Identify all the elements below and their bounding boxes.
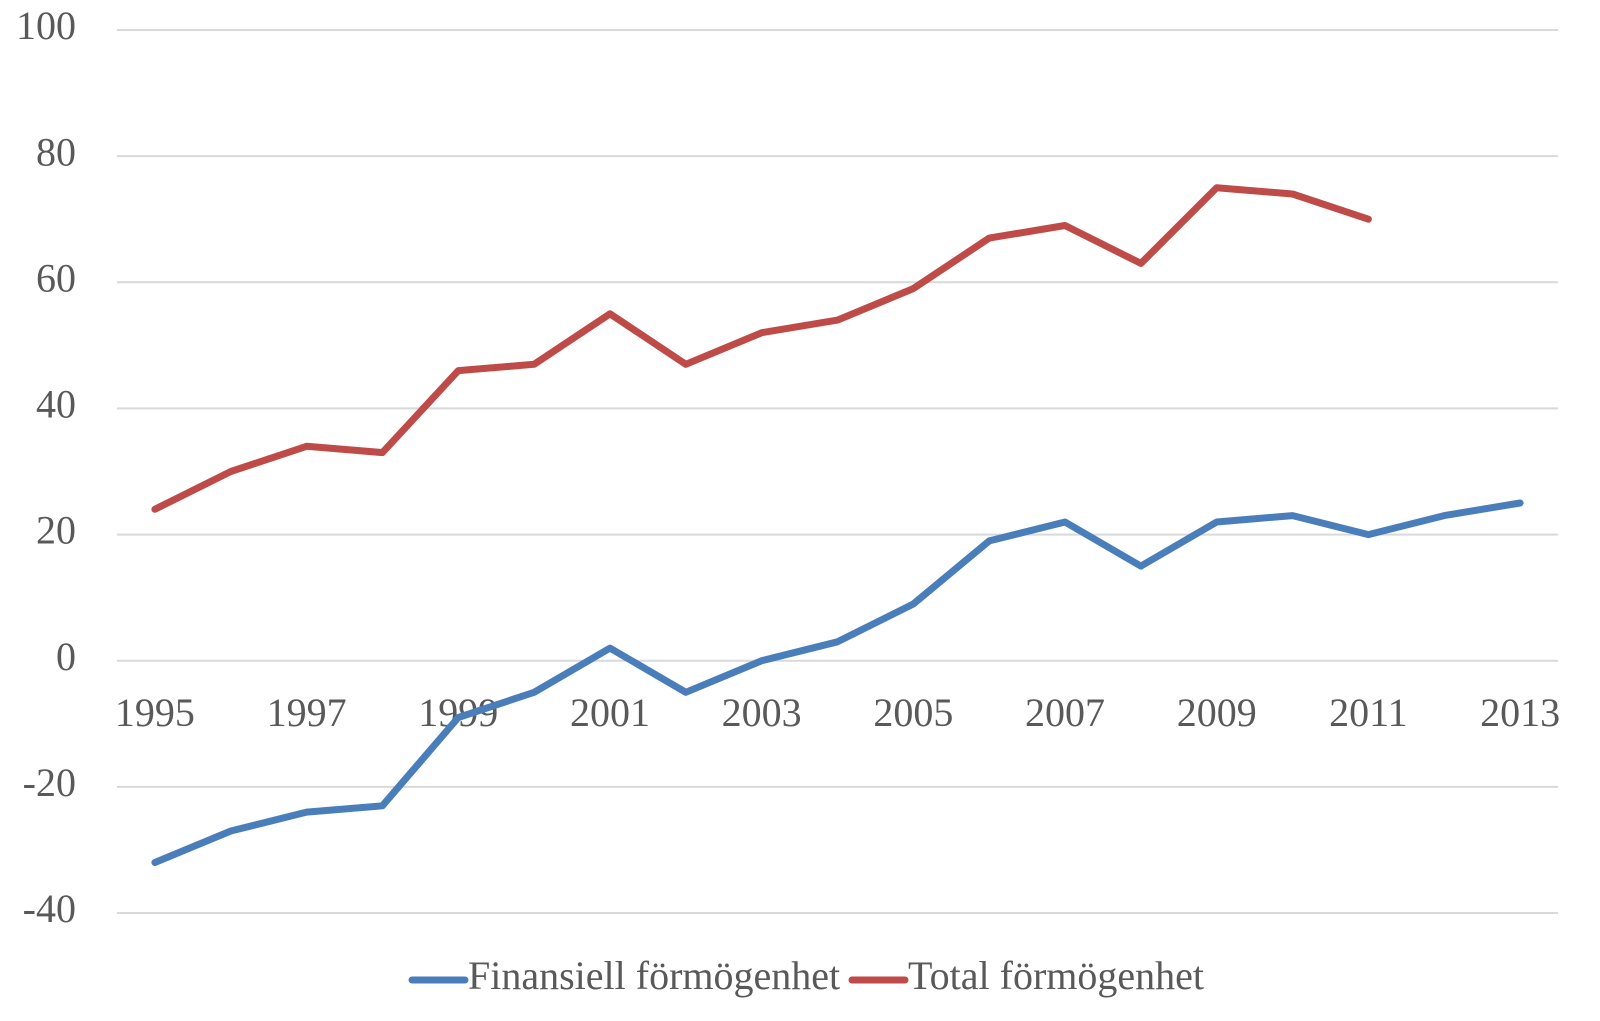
series-line <box>151 499 1524 866</box>
x-tick-label: 2013 <box>1480 690 1560 735</box>
x-tick-label: 2001 <box>570 690 650 735</box>
y-tick-label: -20 <box>23 760 76 805</box>
y-tick-label: 80 <box>36 129 76 174</box>
legend-label: Total förmögenhet <box>908 953 1204 998</box>
y-tick-label: 60 <box>36 255 76 300</box>
x-tick-label: 2011 <box>1329 690 1408 735</box>
x-tick-label: 2005 <box>873 690 953 735</box>
legend-label: Finansiell förmögenhet <box>468 953 840 998</box>
x-tick-label: 2003 <box>722 690 802 735</box>
y-tick-label: -40 <box>23 886 76 931</box>
x-tick-label: 2009 <box>1177 690 1257 735</box>
y-tick-label: 0 <box>56 634 76 679</box>
x-tick-label: 1999 <box>418 690 498 735</box>
y-tick-label: 20 <box>36 508 76 553</box>
x-tick-label: 1995 <box>115 690 195 735</box>
series-line <box>151 184 1372 513</box>
y-tick-label: 40 <box>36 382 76 427</box>
x-tick-label: 1997 <box>267 690 347 735</box>
y-tick-label: 100 <box>16 3 76 48</box>
x-tick-label: 2007 <box>1025 690 1105 735</box>
